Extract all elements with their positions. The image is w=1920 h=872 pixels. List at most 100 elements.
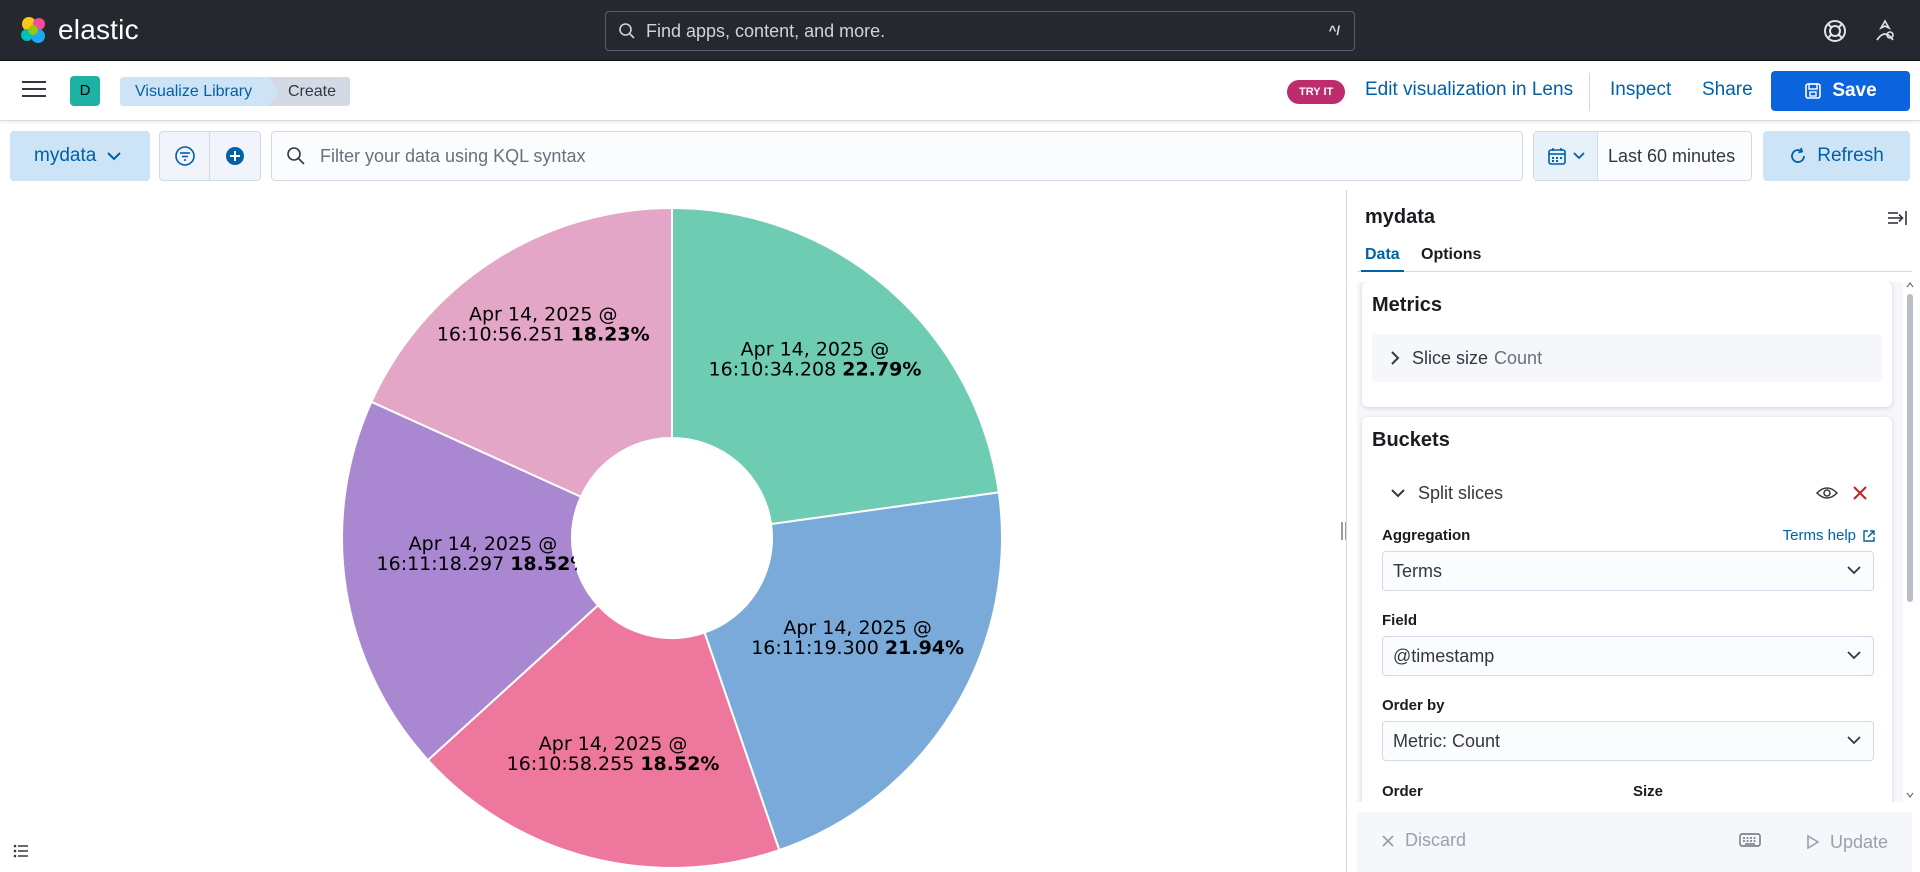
- metrics-heading: Metrics: [1372, 294, 1443, 316]
- order-label: Order: [1382, 783, 1423, 800]
- breadcrumb-visualize-library[interactable]: Visualize Library: [120, 77, 278, 106]
- quick-menu-button[interactable]: [1534, 132, 1598, 180]
- terms-help-link[interactable]: Terms help: [1783, 527, 1876, 544]
- collapse-sidebar-icon[interactable]: [1886, 208, 1908, 228]
- app-bar: D Visualize Library Create TRY IT Edit v…: [0, 61, 1920, 121]
- date-picker: Last 60 minutes: [1533, 131, 1752, 181]
- chevron-down-icon: [107, 152, 122, 161]
- pie-slice-label: Apr 14, 2025 @16:11:19.300 21.94%: [751, 617, 964, 659]
- elastic-logo[interactable]: elastic: [18, 14, 139, 46]
- pie-chart-svg: Apr 14, 2025 @16:10:34.208 22.79% Apr 14,…: [341, 206, 1003, 869]
- metric-label: Slice size: [1412, 347, 1489, 368]
- save-label: Save: [1832, 80, 1877, 101]
- user-menu-icon[interactable]: [1872, 18, 1898, 44]
- field-value: @timestamp: [1393, 645, 1495, 666]
- chevron-right-icon: [1391, 351, 1400, 365]
- update-label: Update: [1829, 831, 1889, 852]
- search-shortcut: ^/: [1328, 23, 1340, 38]
- sidebar-tabs: Data Options: [1357, 246, 1912, 272]
- share-button[interactable]: Share: [1702, 79, 1753, 100]
- time-range-label[interactable]: Last 60 minutes: [1608, 145, 1736, 166]
- scroll-up-icon[interactable]: [1906, 282, 1914, 288]
- chevron-down-icon: [1391, 489, 1405, 498]
- bucket-label: Split slices: [1418, 482, 1504, 503]
- tab-options[interactable]: Options: [1421, 246, 1482, 263]
- filter-icon: [174, 146, 195, 166]
- keyboard-icon[interactable]: [1739, 832, 1761, 848]
- refresh-label: Refresh: [1817, 145, 1884, 166]
- calendar-icon: [1547, 148, 1566, 165]
- terms-help-label: Terms help: [1782, 527, 1856, 544]
- external-link-icon: [1863, 529, 1875, 542]
- metrics-card: Metrics Slice size Count: [1362, 282, 1892, 407]
- sidebar-scrollbar[interactable]: [1906, 282, 1914, 798]
- aggregation-label: Aggregation: [1382, 527, 1471, 544]
- data-view-label: mydata: [34, 145, 97, 166]
- pie-slice-label: Apr 14, 2025 @16:10:34.208 22.79%: [709, 339, 922, 381]
- tab-data[interactable]: Data: [1361, 246, 1404, 272]
- add-filter-button[interactable]: [210, 132, 260, 180]
- chevron-down-icon: [1847, 651, 1861, 660]
- size-label: Size: [1633, 783, 1664, 800]
- pie-chart: Apr 14, 2025 @16:10:34.208 22.79% Apr 14,…: [0, 190, 1344, 872]
- try-it-badge: TRY IT: [1287, 80, 1346, 104]
- brand-name: elastic: [58, 14, 139, 45]
- search-icon: [287, 147, 305, 165]
- cross-icon: [1382, 834, 1394, 847]
- buckets-heading: Buckets: [1372, 429, 1450, 451]
- field-label: Field: [1382, 612, 1418, 629]
- space-avatar[interactable]: D: [70, 76, 100, 106]
- discard-button[interactable]: Discard: [1381, 830, 1466, 851]
- data-view-picker[interactable]: mydata: [10, 131, 150, 181]
- discard-label: Discard: [1405, 830, 1467, 850]
- hamburger-line: [22, 81, 46, 83]
- elastic-logo-icon: [21, 17, 45, 43]
- eye-icon[interactable]: [1816, 485, 1838, 501]
- global-search-input[interactable]: Find apps, content, and more. ^/: [605, 11, 1355, 51]
- metric-slice-size-accordion[interactable]: Slice size Count: [1372, 334, 1882, 382]
- update-button[interactable]: Update: [1787, 824, 1907, 860]
- breadcrumb-create: Create: [268, 77, 351, 106]
- pie-slice-label: Apr 14, 2025 @16:10:56.251 18.23%: [437, 303, 650, 345]
- aggregation-select[interactable]: Terms: [1382, 551, 1874, 591]
- legend-toggle-icon[interactable]: [12, 843, 30, 859]
- filter-buttons: [159, 131, 261, 181]
- order-by-select[interactable]: Metric: Count: [1382, 721, 1874, 761]
- search-icon: [619, 23, 635, 39]
- kql-query-input[interactable]: Filter your data using KQL syntax: [271, 131, 1523, 181]
- filter-menu-button[interactable]: [160, 132, 210, 180]
- order-by-label: Order by: [1382, 697, 1445, 714]
- chevron-down-icon: [1847, 566, 1861, 575]
- kql-placeholder: Filter your data using KQL syntax: [320, 145, 586, 166]
- refresh-icon: [1791, 147, 1806, 163]
- plus-circle-icon: [226, 147, 244, 165]
- toolbar-divider: [1589, 73, 1590, 111]
- hamburger-line: [22, 88, 46, 90]
- hamburger-line: [22, 95, 46, 97]
- global-search-placeholder: Find apps, content, and more.: [646, 20, 886, 41]
- field-select[interactable]: @timestamp: [1382, 636, 1874, 676]
- bucket-split-slices-accordion[interactable]: Split slices: [1372, 469, 1882, 517]
- refresh-button[interactable]: Refresh: [1763, 131, 1910, 181]
- scroll-down-icon[interactable]: [1906, 792, 1914, 798]
- save-button[interactable]: Save: [1771, 71, 1910, 111]
- edit-in-lens-link[interactable]: Edit visualization in Lens: [1365, 79, 1574, 100]
- donut-hole: [572, 438, 772, 638]
- remove-icon[interactable]: [1852, 485, 1868, 501]
- sidebar-footer: Discard Update: [1357, 812, 1912, 872]
- editor-sidebar: mydata Data Options Metrics Slice size C…: [1346, 190, 1920, 872]
- sidebar-title: mydata: [1365, 206, 1436, 228]
- buckets-card: Buckets Split slices Aggregation Terms h…: [1362, 417, 1892, 802]
- pie-slice-label: Apr 14, 2025 @16:10:58.255 18.52%: [507, 733, 720, 775]
- play-icon: [1807, 834, 1820, 850]
- global-header: elastic Find apps, content, and more. ^/: [0, 0, 1920, 61]
- inspect-button[interactable]: Inspect: [1610, 79, 1672, 100]
- aggregation-value: Terms: [1393, 560, 1442, 581]
- chevron-down-icon: [1847, 736, 1861, 745]
- chevron-down-icon: [1572, 152, 1585, 160]
- menu-toggle-button[interactable]: [22, 81, 46, 101]
- order-by-value: Metric: Count: [1393, 730, 1501, 751]
- sidebar-scroll-area[interactable]: Metrics Slice size Count Buckets Split s…: [1357, 282, 1903, 802]
- help-icon[interactable]: [1822, 18, 1848, 44]
- scrollbar-thumb[interactable]: [1907, 294, 1913, 602]
